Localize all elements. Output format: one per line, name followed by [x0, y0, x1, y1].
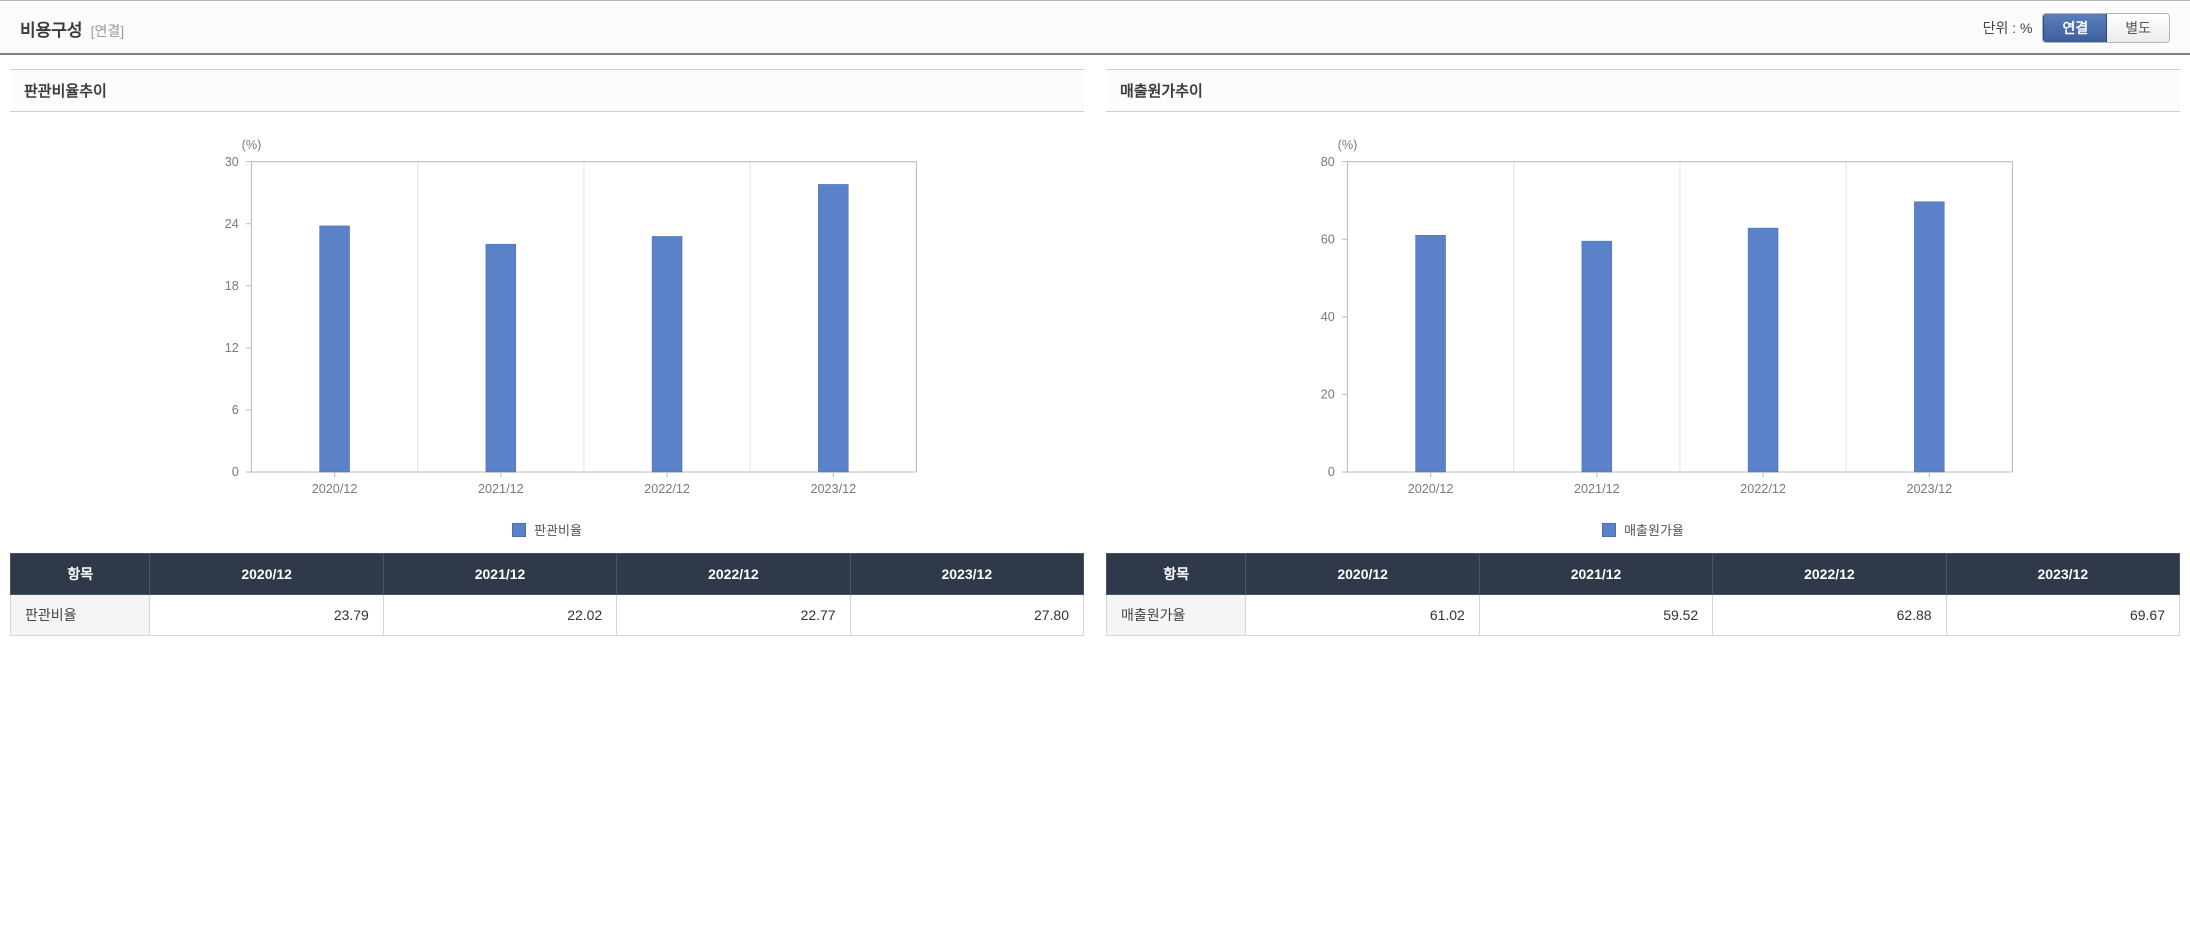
svg-text:(%): (%) — [242, 138, 262, 152]
cell-value: 27.80 — [850, 595, 1083, 636]
legend-swatch — [1602, 523, 1616, 537]
cell-value: 23.79 — [150, 595, 383, 636]
bar — [486, 244, 516, 472]
svg-text:40: 40 — [1321, 310, 1335, 324]
bar — [1416, 235, 1446, 472]
table-header-period: 2020/12 — [150, 554, 383, 595]
section-title: 비용구성 — [20, 16, 83, 41]
svg-text:24: 24 — [225, 217, 239, 231]
svg-text:2021/12: 2021/12 — [1574, 482, 1620, 496]
chart-wrap: (%) 0 20 40 60 80 2020/12 2021/12 2022/12 2023/12 — [1106, 112, 2180, 516]
table-header-period: 2022/12 — [1713, 554, 1946, 595]
table-header-period: 2023/12 — [850, 554, 1083, 595]
chart-legend: 매출원가율 — [1106, 516, 2180, 553]
legend-label: 매출원가율 — [1624, 520, 1684, 539]
svg-text:2023/12: 2023/12 — [1906, 482, 1952, 496]
table-header-period: 2022/12 — [617, 554, 850, 595]
panel-title: 판관비율추이 — [10, 69, 1084, 112]
page: 비용구성 [연결] 단위 : % 연결 별도 판관비율추이 (%) 0 6 12 18 24… — [0, 0, 2190, 636]
cell-value: 61.02 — [1246, 595, 1479, 636]
section-subtitle: [연결] — [91, 21, 125, 41]
toggle-separate-button[interactable]: 별도 — [2107, 14, 2169, 42]
cell-value: 22.02 — [383, 595, 616, 636]
svg-text:2022/12: 2022/12 — [1740, 482, 1786, 496]
bar — [1914, 202, 1944, 472]
cell-value: 69.67 — [1946, 595, 2179, 636]
table-row: 매출원가율61.0259.5262.8869.67 — [1107, 595, 2180, 636]
svg-text:2023/12: 2023/12 — [810, 482, 856, 496]
data-table: 항목2020/122021/122022/122023/12판관비율23.792… — [10, 553, 1084, 636]
chart-legend: 판관비율 — [10, 516, 1084, 553]
bar — [652, 236, 682, 472]
row-label: 판관비율 — [11, 595, 150, 636]
bar — [818, 184, 848, 472]
svg-text:80: 80 — [1321, 155, 1335, 169]
svg-text:2022/12: 2022/12 — [644, 482, 690, 496]
bar — [1582, 241, 1612, 472]
table-row: 판관비율23.7922.0222.7727.80 — [11, 595, 1084, 636]
chart: (%) 0 6 12 18 24 30 2020/12 2021/12 2022/12 2023/1… — [20, 130, 1074, 510]
legend-swatch — [512, 523, 526, 537]
table-header-period: 2020/12 — [1246, 554, 1479, 595]
svg-text:0: 0 — [232, 465, 239, 479]
svg-text:(%): (%) — [1338, 138, 1358, 152]
chart-wrap: (%) 0 6 12 18 24 30 2020/12 2021/12 2022/12 2023/1… — [10, 112, 1084, 516]
header-right: 단위 : % 연결 별도 — [1983, 13, 2170, 43]
table-header-period: 2023/12 — [1946, 554, 2179, 595]
svg-text:12: 12 — [225, 341, 239, 355]
svg-text:60: 60 — [1321, 232, 1335, 246]
svg-text:2020/12: 2020/12 — [312, 482, 358, 496]
svg-text:30: 30 — [225, 155, 239, 169]
toggle-consolidated-button[interactable]: 연결 — [2043, 14, 2107, 42]
cell-value: 22.77 — [617, 595, 850, 636]
legend-label: 판관비율 — [534, 520, 582, 539]
panels-row: 판관비율추이(%)06121824302020/122021/122022/12… — [0, 55, 2190, 636]
svg-text:6: 6 — [232, 403, 239, 417]
bar — [320, 226, 350, 472]
table-header-period: 2021/12 — [1479, 554, 1712, 595]
unit-label: 단위 : % — [1983, 18, 2033, 38]
section-header: 비용구성 [연결] 단위 : % 연결 별도 — [0, 0, 2190, 55]
row-label: 매출원가율 — [1107, 595, 1246, 636]
panel-cogs: 매출원가추이(%)0204060802020/122021/122022/122… — [1106, 69, 2180, 636]
header-left: 비용구성 [연결] — [20, 16, 124, 41]
panel-title: 매출원가추이 — [1106, 69, 2180, 112]
chart: (%) 0 20 40 60 80 2020/12 2021/12 2022/12 2023/12 — [1116, 130, 2170, 510]
table-header-period: 2021/12 — [383, 554, 616, 595]
panel-sga: 판관비율추이(%)06121824302020/122021/122022/12… — [10, 69, 1084, 636]
cell-value: 62.88 — [1713, 595, 1946, 636]
svg-text:18: 18 — [225, 279, 239, 293]
bar — [1748, 228, 1778, 472]
svg-text:2020/12: 2020/12 — [1408, 482, 1454, 496]
svg-text:20: 20 — [1321, 388, 1335, 402]
scope-toggle: 연결 별도 — [2042, 13, 2170, 43]
data-table: 항목2020/122021/122022/122023/12매출원가율61.02… — [1106, 553, 2180, 636]
svg-text:2021/12: 2021/12 — [478, 482, 524, 496]
table-header-item: 항목 — [1107, 554, 1246, 595]
table-header-item: 항목 — [11, 554, 150, 595]
cell-value: 59.52 — [1479, 595, 1712, 636]
svg-text:0: 0 — [1328, 465, 1335, 479]
